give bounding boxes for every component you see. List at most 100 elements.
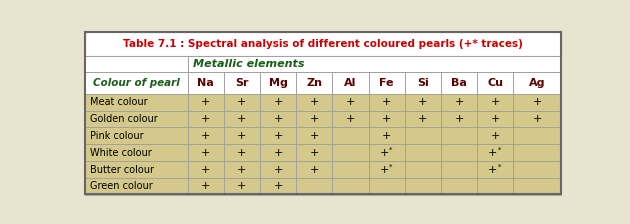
Text: +: + xyxy=(488,165,498,174)
Bar xyxy=(333,127,369,144)
Bar xyxy=(260,144,296,161)
Bar xyxy=(84,110,188,127)
Bar xyxy=(405,144,441,161)
Bar xyxy=(513,127,561,144)
Bar xyxy=(405,127,441,144)
Bar xyxy=(405,72,441,94)
Bar xyxy=(296,144,333,161)
Text: +: + xyxy=(201,165,210,174)
Bar xyxy=(188,94,224,110)
Bar xyxy=(477,178,513,195)
Bar xyxy=(333,110,369,127)
Text: +: + xyxy=(309,148,319,158)
Bar xyxy=(84,56,188,72)
Text: Sr: Sr xyxy=(235,78,249,88)
Bar xyxy=(513,144,561,161)
Text: +: + xyxy=(238,131,246,141)
Bar xyxy=(84,178,188,195)
Bar xyxy=(260,94,296,110)
Bar xyxy=(188,72,224,94)
Bar xyxy=(224,127,260,144)
Text: +: + xyxy=(201,114,210,124)
Bar xyxy=(188,56,561,72)
Text: +: + xyxy=(454,97,464,107)
Bar xyxy=(84,72,188,94)
Text: Al: Al xyxy=(345,78,357,88)
Bar xyxy=(296,178,333,195)
Text: Butter colour: Butter colour xyxy=(91,165,154,174)
Text: +: + xyxy=(382,97,391,107)
Text: Pink colour: Pink colour xyxy=(91,131,144,141)
Bar xyxy=(513,110,561,127)
Text: White colour: White colour xyxy=(91,148,152,158)
Text: +: + xyxy=(201,181,210,191)
Bar xyxy=(477,110,513,127)
Bar xyxy=(224,72,260,94)
Bar xyxy=(84,144,188,161)
Text: +: + xyxy=(238,181,246,191)
Bar xyxy=(296,161,333,178)
Bar xyxy=(333,161,369,178)
Text: +: + xyxy=(380,148,389,158)
Text: +: + xyxy=(532,97,542,107)
Bar xyxy=(369,178,405,195)
Text: *: * xyxy=(498,164,501,170)
Bar xyxy=(224,94,260,110)
Bar xyxy=(405,161,441,178)
Bar xyxy=(405,94,441,110)
Bar xyxy=(224,144,260,161)
Text: +: + xyxy=(418,114,428,124)
Bar xyxy=(224,178,260,195)
Bar xyxy=(477,94,513,110)
Bar xyxy=(296,72,333,94)
Bar xyxy=(369,94,405,110)
Bar xyxy=(260,178,296,195)
Text: +: + xyxy=(491,97,500,107)
Bar xyxy=(477,127,513,144)
Text: +: + xyxy=(201,97,210,107)
Text: +: + xyxy=(273,131,283,141)
Bar xyxy=(441,94,477,110)
Bar xyxy=(188,161,224,178)
Text: +: + xyxy=(238,114,246,124)
Text: +: + xyxy=(273,148,283,158)
Text: +: + xyxy=(346,97,355,107)
Text: +: + xyxy=(201,148,210,158)
Text: +: + xyxy=(273,165,283,174)
Text: +: + xyxy=(309,114,319,124)
Bar xyxy=(441,161,477,178)
Text: Zn: Zn xyxy=(306,78,323,88)
Text: +: + xyxy=(309,131,319,141)
Bar xyxy=(513,161,561,178)
Bar xyxy=(333,178,369,195)
Text: +: + xyxy=(380,165,389,174)
Bar xyxy=(477,161,513,178)
Text: Colour of pearl: Colour of pearl xyxy=(93,78,180,88)
Text: +: + xyxy=(273,114,283,124)
Bar xyxy=(188,127,224,144)
Text: +: + xyxy=(532,114,542,124)
Text: +: + xyxy=(491,114,500,124)
Bar xyxy=(296,127,333,144)
Bar xyxy=(333,72,369,94)
Text: Fe: Fe xyxy=(379,78,394,88)
Text: +: + xyxy=(346,114,355,124)
Bar xyxy=(260,110,296,127)
Bar xyxy=(405,178,441,195)
Text: +: + xyxy=(488,148,498,158)
Bar xyxy=(369,144,405,161)
Bar xyxy=(84,32,561,56)
Bar xyxy=(296,94,333,110)
Bar xyxy=(441,144,477,161)
Text: +: + xyxy=(418,97,428,107)
Bar xyxy=(369,72,405,94)
Text: +: + xyxy=(382,131,391,141)
Bar xyxy=(441,178,477,195)
Text: Na: Na xyxy=(197,78,214,88)
Bar xyxy=(441,127,477,144)
Bar xyxy=(441,110,477,127)
Text: Metallic elements: Metallic elements xyxy=(193,59,304,69)
Bar xyxy=(441,72,477,94)
Text: Ba: Ba xyxy=(451,78,467,88)
Text: Golden colour: Golden colour xyxy=(91,114,158,124)
